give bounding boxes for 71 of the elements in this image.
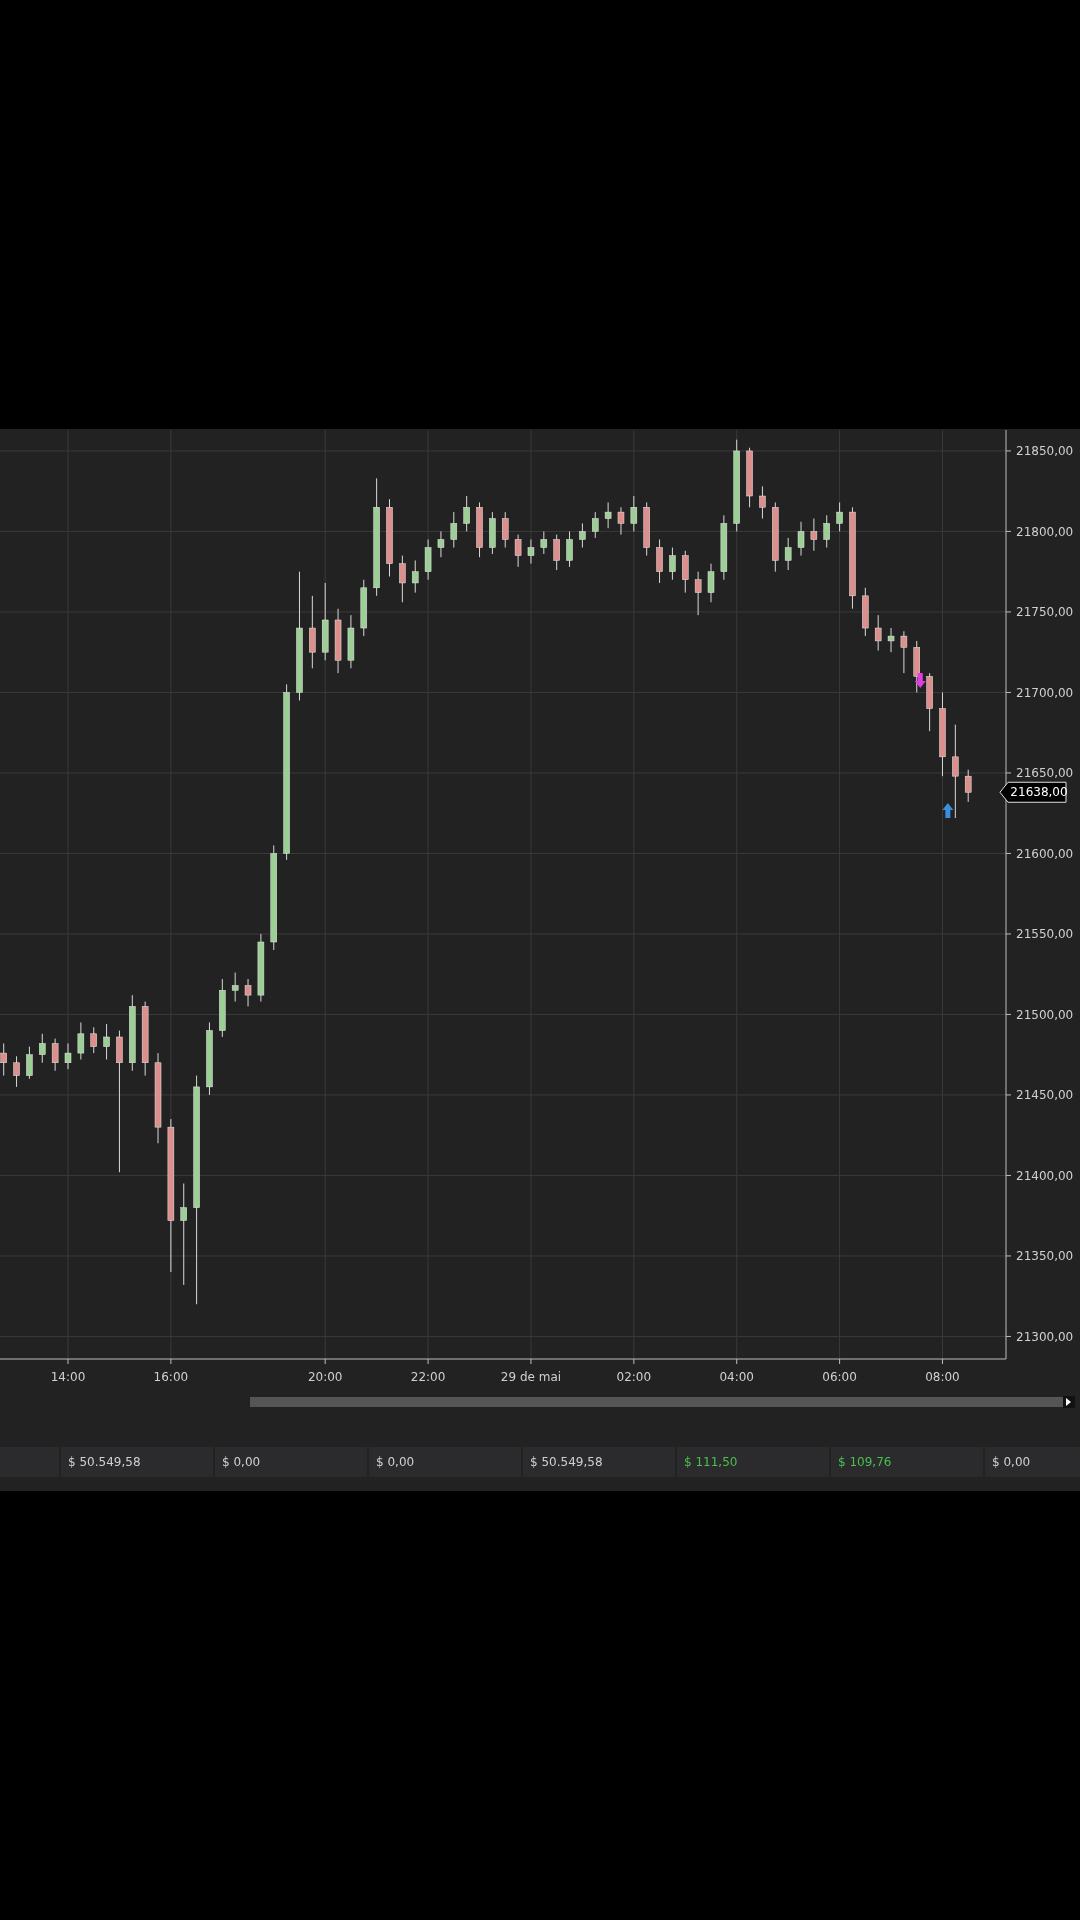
- candlestick: [450, 511, 458, 549]
- x-tick-label: 06:00: [822, 1370, 857, 1384]
- y-tick-label: 21400,00: [1016, 1168, 1074, 1183]
- candlestick: [437, 530, 445, 558]
- text: $ 0,00: [222, 1455, 261, 1470]
- candlestick: [810, 518, 818, 552]
- y-tick-label: 21450,00: [1016, 1088, 1074, 1103]
- candlestick: [707, 563, 715, 603]
- candlestick: [874, 614, 882, 652]
- candlestick: [399, 555, 406, 603]
- x-tick-label: 08:00: [925, 1370, 960, 1384]
- candlestick: [694, 571, 702, 616]
- candlestick: [39, 1033, 46, 1064]
- candlestick: [103, 1023, 110, 1061]
- candlestick: [64, 1042, 72, 1070]
- candlestick: [26, 1046, 33, 1080]
- candlestick: [952, 724, 959, 819]
- candlestick: [501, 511, 509, 549]
- candlestick: [244, 978, 252, 1007]
- y-tick-label: 21700,00: [1016, 685, 1074, 700]
- candlestick: [617, 506, 625, 536]
- candlestick: [630, 495, 638, 532]
- candlestick: [784, 537, 792, 571]
- text: $ 111,50: [684, 1455, 738, 1470]
- candlestick: [579, 522, 586, 549]
- text: $ 109,76: [838, 1455, 892, 1470]
- x-tick-label: 29 de mai: [500, 1370, 562, 1384]
- candlestick: [604, 501, 612, 529]
- candlestick: [823, 514, 830, 549]
- candlestick: [540, 530, 548, 555]
- text: $ 0,00: [992, 1455, 1031, 1470]
- y-tick-label: 21500,00: [1016, 1007, 1074, 1022]
- text: $ 50.549,58: [68, 1455, 141, 1470]
- y-tick-label: 21800,00: [1016, 524, 1074, 539]
- candlestick: [527, 538, 535, 565]
- text: $ 50.549,58: [530, 1455, 603, 1470]
- candlestick: [566, 530, 573, 568]
- x-tick-label: 16:00: [153, 1370, 189, 1384]
- candlestick: [592, 511, 599, 539]
- candlestick: [13, 1055, 20, 1088]
- candlestick: [463, 495, 470, 532]
- x-tick-label: 02:00: [616, 1370, 652, 1384]
- candlestick: [77, 1022, 85, 1061]
- y-tick-label: 21650,00: [1016, 766, 1074, 781]
- candlestick: [759, 485, 766, 520]
- candlestick: [887, 627, 895, 653]
- y-tick-label: 21750,00: [1016, 605, 1074, 620]
- x-tick-label: 14:00: [50, 1370, 86, 1384]
- y-tick-label: 21550,00: [1016, 927, 1074, 942]
- candlestick: [90, 1026, 97, 1054]
- candlestick: [797, 521, 805, 557]
- candlestick: [553, 534, 560, 571]
- candlestick: [0, 1042, 7, 1077]
- candlestick: [900, 630, 908, 674]
- text: $ 0,00: [376, 1455, 415, 1470]
- x-tick-label: 22:00: [410, 1370, 446, 1384]
- candlestick: [411, 559, 419, 594]
- candlestick: [669, 547, 676, 581]
- y-tick-label: 21350,00: [1016, 1249, 1074, 1264]
- candlestick: [514, 534, 522, 568]
- text: 21638,00: [1010, 785, 1068, 800]
- candlestick: [836, 501, 843, 532]
- candlestick: [180, 1183, 187, 1286]
- x-tick-label: 20:00: [307, 1370, 343, 1384]
- y-tick-label: 21300,00: [1016, 1329, 1074, 1344]
- candlestick: [964, 769, 972, 803]
- x-tick-label: 04:00: [719, 1370, 755, 1384]
- y-tick-label: 21600,00: [1016, 846, 1074, 861]
- candlestick: [231, 972, 239, 1003]
- candlestick: [51, 1038, 59, 1072]
- y-tick-label: 21850,00: [1016, 444, 1074, 459]
